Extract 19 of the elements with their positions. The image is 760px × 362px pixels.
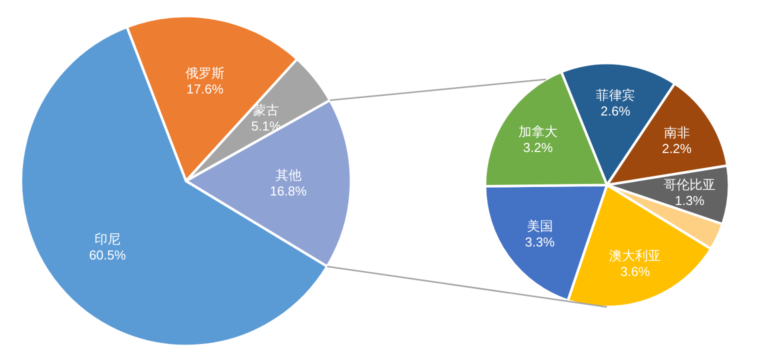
data-label: 1.3%: [674, 192, 705, 208]
slice-label: 蒙古: [253, 102, 280, 118]
data-label: 2.6%: [600, 103, 631, 118]
data-label: 3.2%: [523, 140, 554, 155]
slice-label: 加拿大: [518, 124, 558, 139]
slice-label: 俄罗斯: [185, 65, 224, 80]
slice-label: 其他: [275, 168, 302, 183]
data-label: 2.2%: [662, 141, 692, 156]
data-label: 3.6%: [620, 264, 650, 280]
data-label: 16.8%: [270, 184, 308, 199]
data-label: 17.6%: [186, 81, 224, 96]
data-label: 60.5%: [89, 248, 126, 263]
slice-label: 澳大利亚: [609, 248, 662, 264]
slice-label: 菲律宾: [596, 87, 635, 102]
slice-label: 南非: [664, 125, 690, 140]
slice-label: 印尼: [94, 232, 121, 247]
slice-label: 美国: [526, 218, 553, 234]
slice-label: 哥伦比亚: [664, 176, 716, 192]
data-label: 3.3%: [525, 234, 556, 250]
